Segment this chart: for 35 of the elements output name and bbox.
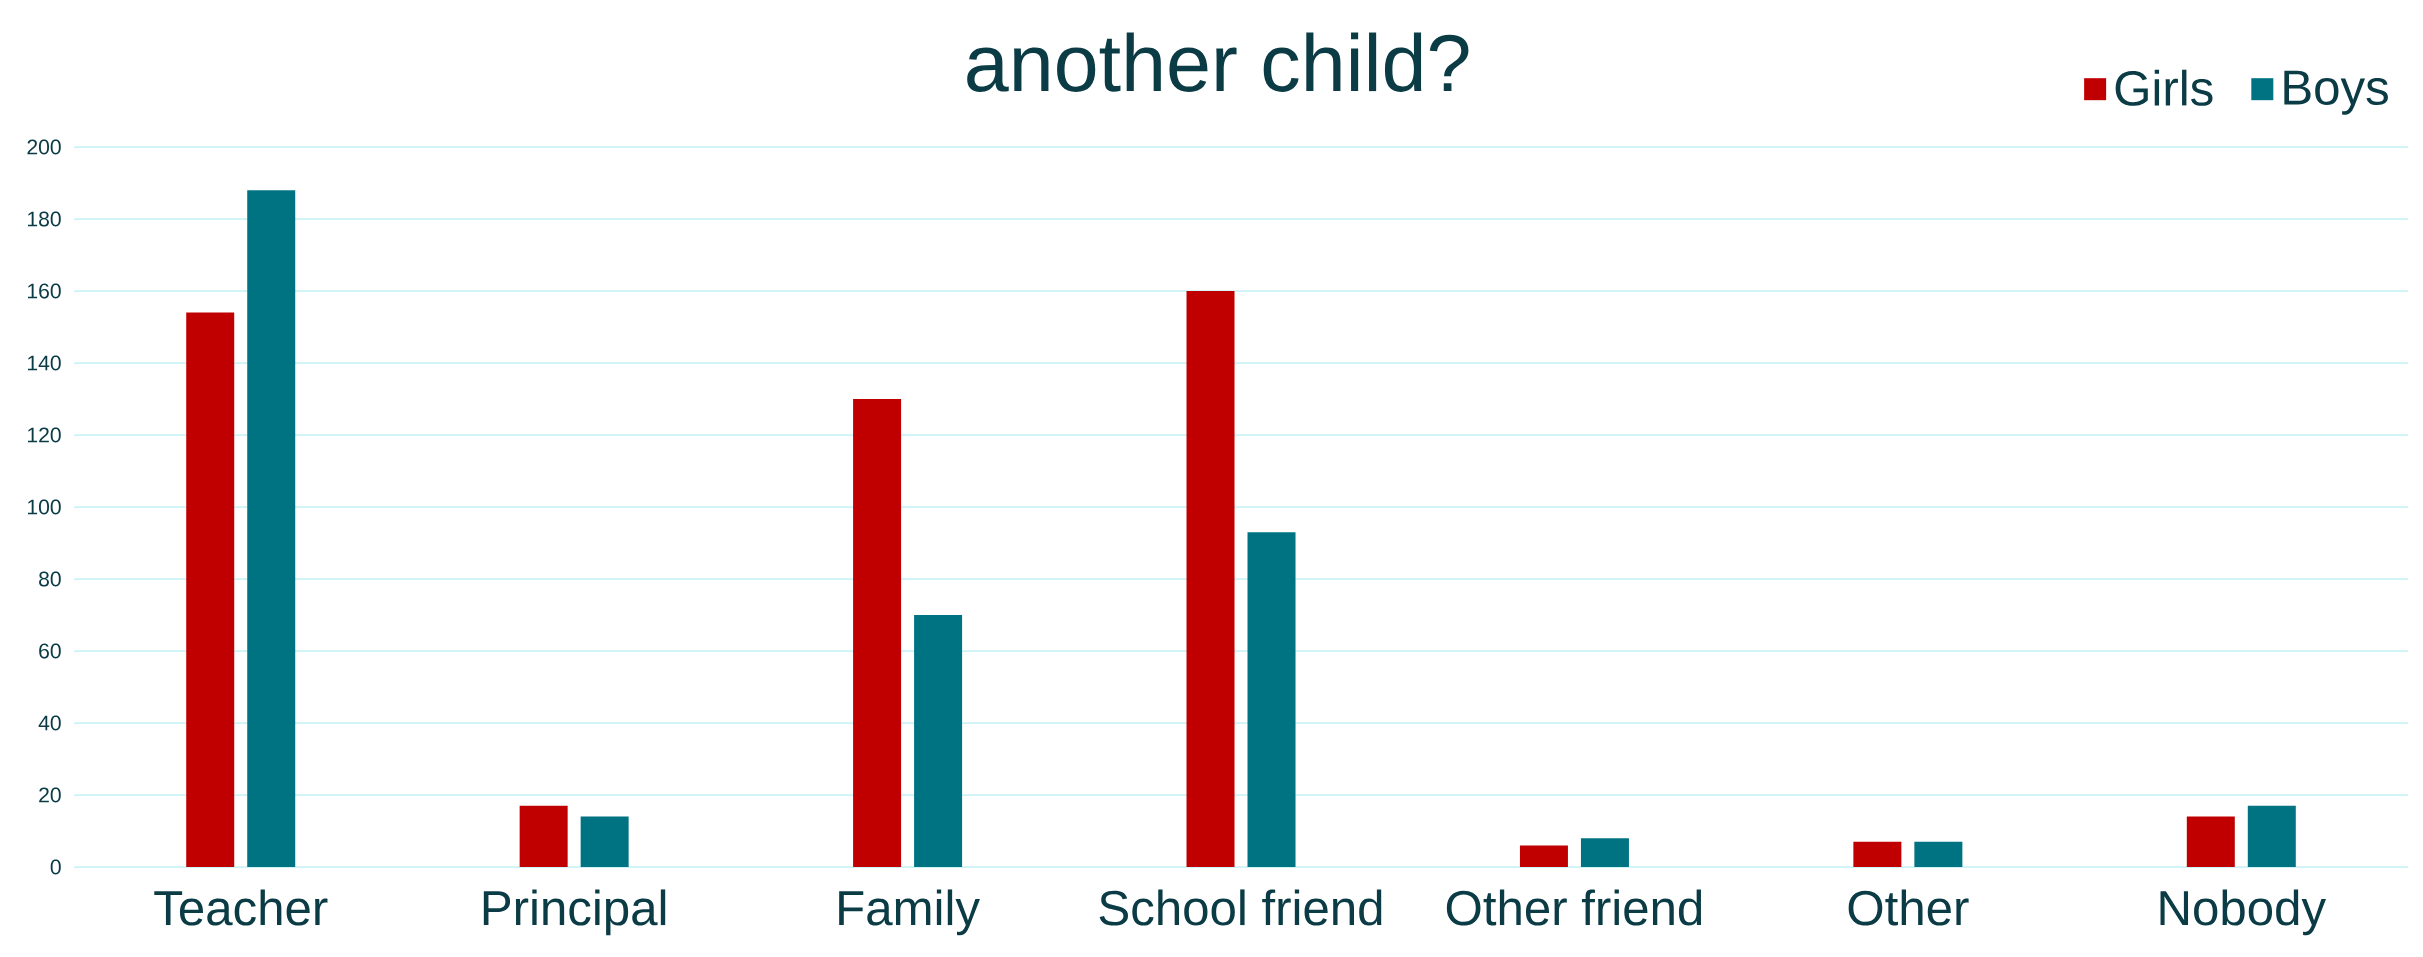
- chart-title: another child?: [967, 32, 1469, 92]
- y-tick-label: 140: [28, 355, 61, 371]
- y-tick-label: 180: [28, 211, 61, 227]
- legend-label: Boys: [2284, 70, 2388, 115]
- y-tick-label: 100: [28, 499, 61, 515]
- y-tick-label: 0: [50, 859, 61, 875]
- x-tick-label: Teacher: [154, 889, 328, 926]
- bar: [2247, 805, 2296, 868]
- y-tick-label: 80: [39, 571, 61, 587]
- x-tick-label: Other: [1848, 889, 1969, 926]
- y-tick-label: 40: [38, 715, 61, 731]
- y-tick-label: 200: [27, 139, 61, 155]
- bar: [1580, 838, 1629, 868]
- bar: [580, 816, 629, 868]
- y-tick-label: 60: [39, 643, 61, 659]
- bar: [1853, 841, 1902, 868]
- legend-label: Girls: [2115, 69, 2213, 106]
- x-tick-label: Nobody: [2160, 889, 2326, 936]
- y-tick-label: 20: [39, 787, 61, 803]
- y-tick-label: 120: [28, 427, 61, 443]
- bar: [519, 805, 568, 868]
- bar: [186, 312, 235, 868]
- x-tick-label: School friend: [1099, 889, 1382, 926]
- bar: [1519, 845, 1568, 868]
- bar: [914, 615, 963, 868]
- x-tick-label: Family: [839, 889, 980, 936]
- bar: [1914, 841, 1963, 868]
- x-tick-label: Principal: [483, 889, 666, 936]
- bar: [1186, 291, 1235, 868]
- bar: [247, 190, 296, 868]
- bar: [853, 399, 902, 868]
- y-tick-label: 160: [28, 283, 61, 299]
- bar: [1247, 532, 1296, 868]
- bar: [2186, 816, 2235, 868]
- x-tick-label: Other friend: [1446, 889, 1702, 926]
